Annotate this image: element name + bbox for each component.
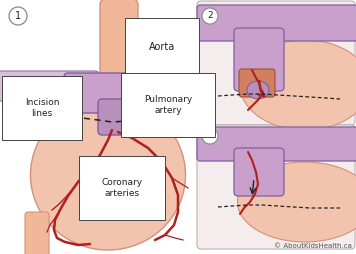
Circle shape	[202, 8, 218, 24]
Ellipse shape	[247, 81, 269, 99]
FancyBboxPatch shape	[137, 97, 171, 125]
Circle shape	[9, 7, 27, 25]
Ellipse shape	[240, 40, 356, 130]
Text: Coronary
arteries: Coronary arteries	[101, 178, 142, 198]
FancyBboxPatch shape	[197, 125, 355, 249]
FancyBboxPatch shape	[98, 99, 156, 135]
Circle shape	[202, 128, 218, 144]
Ellipse shape	[237, 162, 356, 242]
Text: 1: 1	[15, 11, 21, 21]
FancyBboxPatch shape	[234, 148, 284, 196]
FancyBboxPatch shape	[197, 1, 355, 125]
FancyBboxPatch shape	[239, 69, 275, 97]
FancyBboxPatch shape	[197, 127, 356, 161]
Text: Incision
lines: Incision lines	[25, 98, 68, 119]
Ellipse shape	[31, 100, 185, 250]
Ellipse shape	[22, 86, 78, 131]
FancyBboxPatch shape	[25, 212, 49, 254]
FancyBboxPatch shape	[234, 28, 284, 91]
FancyBboxPatch shape	[197, 5, 356, 41]
Text: 3: 3	[207, 132, 213, 140]
Text: Aorta: Aorta	[134, 42, 175, 68]
Text: Pulmonary
artery: Pulmonary artery	[144, 95, 192, 115]
FancyBboxPatch shape	[100, 0, 138, 96]
FancyBboxPatch shape	[64, 73, 202, 113]
FancyBboxPatch shape	[0, 71, 99, 101]
Text: © AboutKidsHealth.ca: © AboutKidsHealth.ca	[274, 243, 352, 249]
Text: 2: 2	[207, 11, 213, 21]
